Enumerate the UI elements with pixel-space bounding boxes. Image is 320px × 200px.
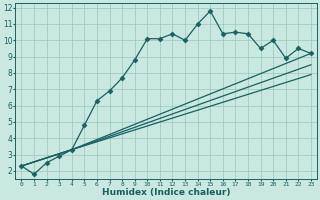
- X-axis label: Humidex (Indice chaleur): Humidex (Indice chaleur): [102, 188, 230, 197]
